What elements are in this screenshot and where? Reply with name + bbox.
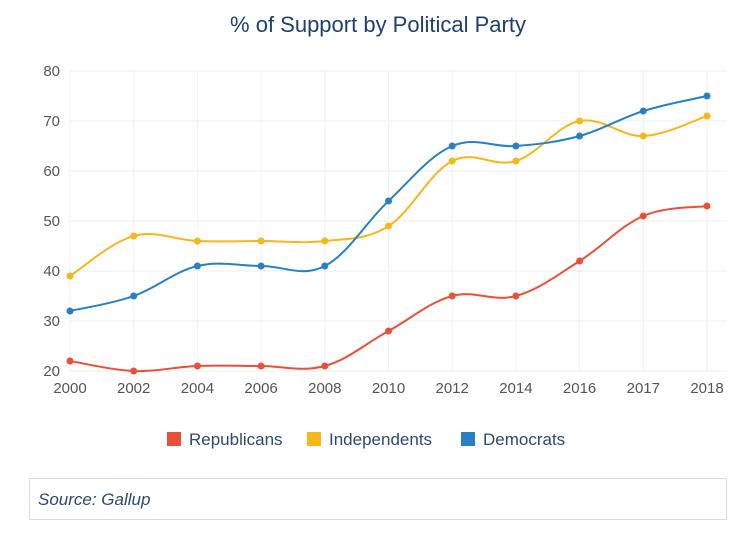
point-republicans[interactable] [385, 327, 392, 335]
legend-label-republicans[interactable]: Republicans [189, 430, 283, 449]
y-axis-ticks: 20 30 40 50 60 70 80 [43, 63, 60, 380]
chart-title: % of Support by Political Party [230, 12, 526, 37]
point-republicans[interactable] [193, 362, 201, 370]
point-democrats[interactable] [257, 262, 265, 270]
source-box: Source: Gallup [29, 478, 727, 520]
x-tick-label: 2006 [244, 380, 277, 397]
x-tick-label: 2016 [563, 380, 596, 397]
point-independents[interactable] [703, 112, 711, 120]
point-democrats[interactable] [130, 292, 138, 300]
y-tick-label: 80 [43, 63, 60, 80]
point-democrats[interactable] [321, 262, 329, 270]
x-tick-label: 2014 [499, 380, 532, 397]
point-democrats[interactable] [512, 142, 520, 150]
y-tick-label: 20 [43, 363, 60, 380]
legend-label-independents[interactable]: Independents [329, 430, 432, 449]
point-independents[interactable] [448, 157, 456, 165]
point-democrats[interactable] [66, 307, 74, 315]
point-republicans[interactable] [257, 362, 265, 370]
point-independents[interactable] [385, 222, 392, 230]
point-independents[interactable] [576, 117, 584, 125]
y-tick-label: 60 [43, 163, 60, 180]
x-tick-label: 2017 [627, 380, 660, 397]
legend-swatch-independents [307, 432, 321, 446]
point-republicans[interactable] [66, 357, 74, 365]
y-tick-label: 50 [43, 213, 60, 230]
point-republicans[interactable] [448, 292, 456, 300]
x-tick-label: 2018 [690, 380, 723, 397]
x-tick-label: 2010 [372, 380, 405, 397]
x-tick-label: 2002 [117, 380, 150, 397]
x-tick-label: 2004 [181, 380, 214, 397]
x-tick-label: 2000 [53, 380, 86, 397]
x-tick-label: 2008 [308, 380, 341, 397]
point-republicans[interactable] [130, 367, 138, 375]
point-democrats[interactable] [703, 92, 711, 100]
point-independents[interactable] [321, 237, 329, 245]
point-independents[interactable] [257, 237, 265, 245]
legend-swatch-republicans [167, 432, 181, 446]
point-democrats[interactable] [448, 142, 456, 150]
point-republicans[interactable] [512, 292, 520, 300]
point-democrats[interactable] [385, 197, 392, 205]
point-republicans[interactable] [576, 257, 584, 265]
point-independents[interactable] [66, 272, 74, 280]
source-text: Source: Gallup [38, 490, 151, 509]
point-independents[interactable] [193, 237, 201, 245]
y-tick-label: 30 [43, 313, 60, 330]
point-democrats[interactable] [639, 107, 647, 115]
point-democrats[interactable] [193, 262, 201, 270]
grid [69, 70, 727, 372]
legend: Republicans Independents Democrats [167, 430, 565, 449]
legend-swatch-democrats [461, 432, 475, 446]
point-democrats[interactable] [576, 132, 584, 140]
point-independents[interactable] [512, 157, 520, 165]
series-points [66, 92, 711, 375]
point-independents[interactable] [639, 132, 647, 140]
point-republicans[interactable] [321, 362, 329, 370]
point-republicans[interactable] [639, 212, 647, 220]
x-tick-label: 2012 [436, 380, 469, 397]
y-tick-label: 70 [43, 113, 60, 130]
x-axis-ticks: 2000 2002 2004 2006 2008 2010 2012 2014 2016 2017… [53, 380, 723, 397]
y-tick-label: 40 [43, 263, 60, 280]
point-republicans[interactable] [703, 202, 711, 210]
legend-label-democrats[interactable]: Democrats [483, 430, 565, 449]
point-independents[interactable] [130, 232, 138, 240]
